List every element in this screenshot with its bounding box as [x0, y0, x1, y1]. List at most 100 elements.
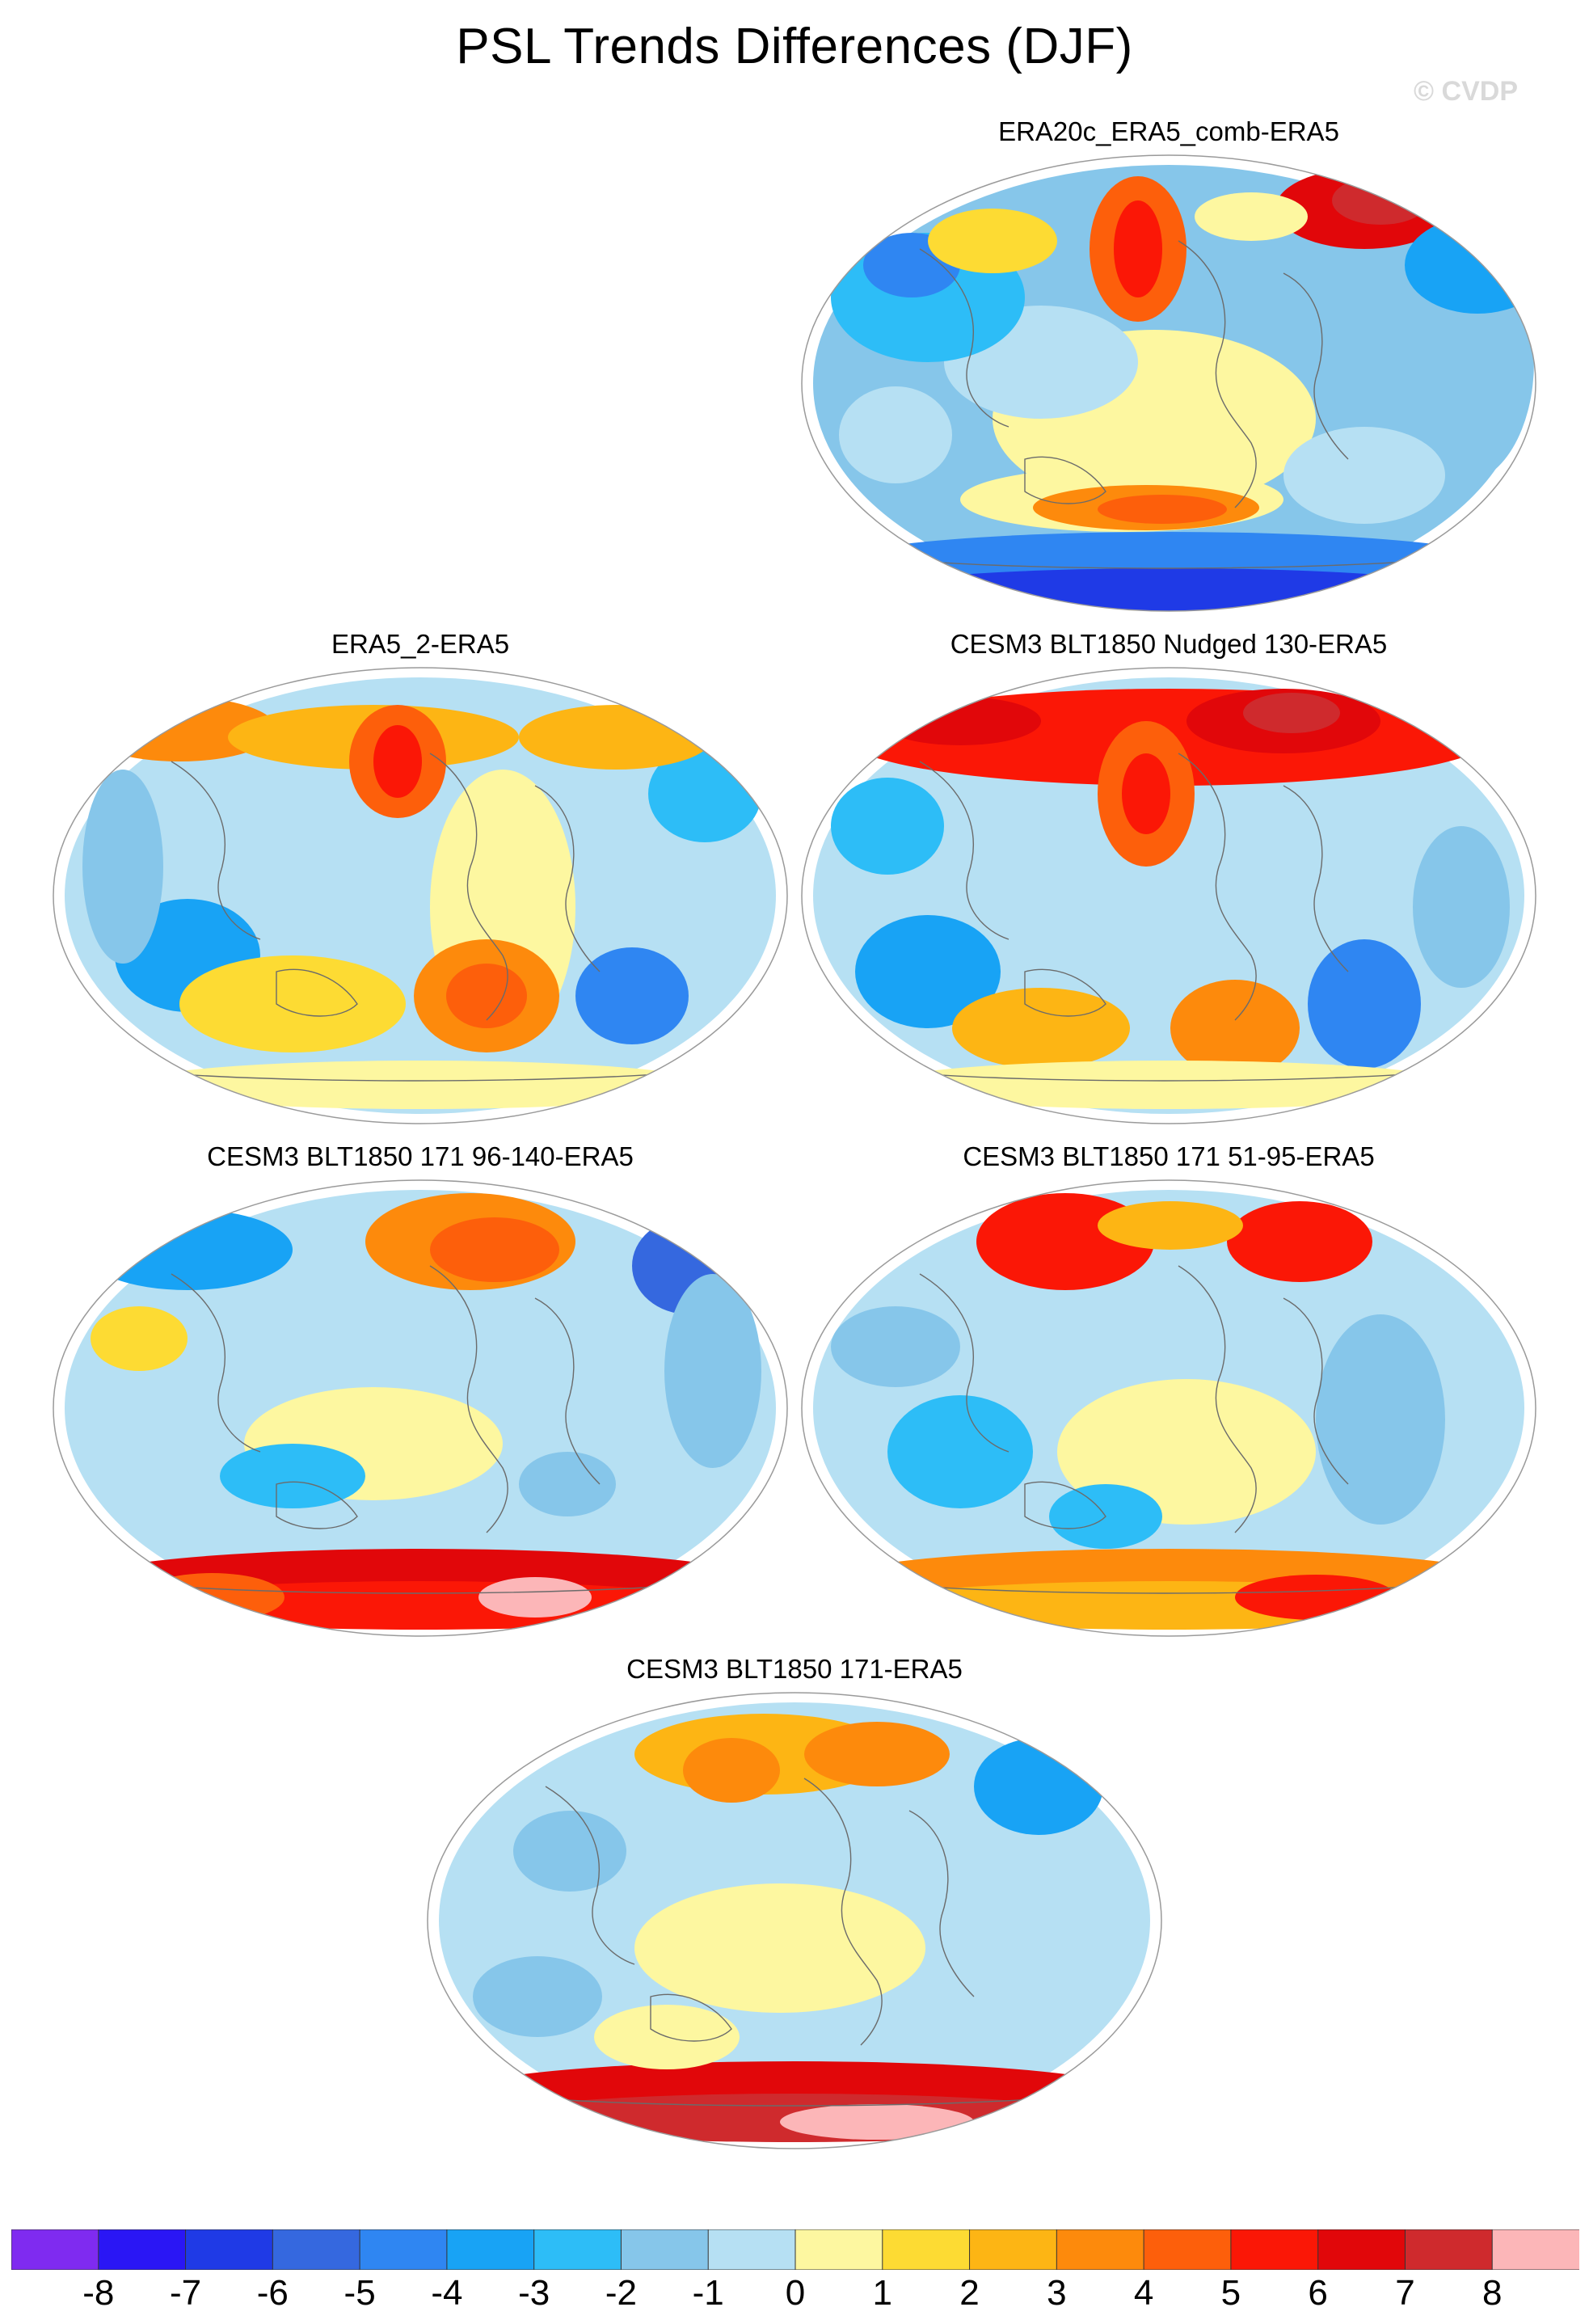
anomaly-region	[1195, 192, 1308, 241]
anomaly-region	[1413, 826, 1510, 988]
anomaly-region	[1283, 427, 1445, 524]
map-panel-171-51-95: CESM3 BLT1850 171 51-95-ERA5	[799, 1141, 1539, 1643]
panel-title: CESM3 BLT1850 Nudged 130-ERA5	[950, 629, 1388, 659]
anomaly-region	[839, 386, 952, 483]
coastline	[534, 785, 601, 972]
map-outline	[53, 1179, 788, 1637]
map-panel-171: CESM3 BLT1850 171-ERA5	[424, 1654, 1165, 2155]
colorbar-tick-label: -4	[431, 2273, 463, 2313]
anomaly-region	[974, 1738, 1103, 1835]
colorbar-swatch	[533, 2229, 622, 2270]
map-outline	[801, 1179, 1536, 1637]
map-panel-nudged-130: CESM3 BLT1850 Nudged 130-ERA5	[799, 629, 1539, 1130]
panel-title: ERA20c_ERA5_comb-ERA5	[998, 116, 1339, 146]
coastline	[429, 1265, 508, 1533]
colorbar-swatch	[98, 2229, 187, 2270]
coastline	[1283, 272, 1349, 460]
colorbar-tick-label: 8	[1482, 2273, 1503, 2313]
colorbar	[11, 2229, 1579, 2270]
map-field-171-51-95	[801, 1179, 1536, 1637]
map-outline	[427, 1692, 1162, 2149]
map-panel-era5-2: ERA5_2-ERA5	[50, 629, 790, 1130]
map-field-era5-2	[53, 667, 788, 1124]
anomaly-region	[887, 1395, 1033, 1508]
colorbar-labels: -8 -7 -6 -5 -4 -3 -2 -1 0 1 2 3 4 5 6 7 8	[11, 2273, 1579, 2313]
anomaly-region	[1316, 1314, 1445, 1525]
colorbar-swatch	[1317, 2229, 1406, 2270]
map-field-fill	[65, 677, 776, 1114]
coastline	[1283, 785, 1349, 972]
coastline	[919, 248, 1009, 428]
colorbar-swatch	[1143, 2229, 1232, 2270]
map-field-171-96-140	[53, 1179, 788, 1637]
anomaly-region	[91, 1306, 188, 1371]
coastline	[1178, 1265, 1257, 1533]
colorbar-swatch	[1056, 2229, 1145, 2270]
colorbar-tick-label: -8	[82, 2273, 115, 2313]
colorbar-tick-label: -1	[692, 2273, 724, 2313]
anomaly-region	[179, 955, 406, 1052]
anomaly-region	[513, 1811, 626, 1892]
anomaly-region	[1170, 980, 1300, 1077]
coastline	[276, 968, 358, 1017]
colorbar-swatch	[185, 2229, 274, 2270]
anomaly-region	[373, 725, 422, 798]
anomaly-region	[430, 1217, 559, 1282]
anomaly-region	[878, 1061, 1460, 1109]
anomaly-region	[831, 778, 944, 875]
anomaly-region	[220, 1444, 365, 1508]
anomaly-region	[634, 1883, 925, 2013]
colorbar-tick-label: 4	[1133, 2273, 1154, 2313]
anomaly-region	[82, 770, 163, 964]
coastline	[1178, 753, 1257, 1021]
colorbar-swatch	[272, 2229, 361, 2270]
coastline	[171, 761, 261, 940]
anomaly-region	[855, 915, 1001, 1028]
map-field-171	[427, 1692, 1162, 2149]
coastline	[545, 1786, 635, 1965]
coastline	[803, 1778, 883, 2046]
coastline	[1024, 968, 1106, 1017]
colorbar-swatch	[882, 2229, 971, 2270]
colorbar-swatch	[359, 2229, 448, 2270]
map-outline	[53, 667, 788, 1124]
anomaly-region	[129, 1061, 711, 1109]
map-field-fill	[439, 1702, 1150, 2142]
colorbar-tick-label: 7	[1395, 2273, 1415, 2313]
anomaly-region	[683, 1738, 780, 1803]
map-panel-era20c: ERA20c_ERA5_comb-ERA5	[799, 116, 1539, 618]
anomaly-region	[664, 1274, 761, 1468]
colorbar-tick-label: 3	[1047, 2273, 1067, 2313]
colorbar-tick-label: -5	[344, 2273, 376, 2313]
coastline	[1024, 456, 1106, 504]
colorbar-tick-label: 6	[1308, 2273, 1328, 2313]
anomaly-region	[862, 568, 1476, 611]
coastline	[919, 761, 1009, 940]
coastline	[534, 1297, 601, 1485]
coastline	[650, 1993, 732, 2042]
colorbar-swatch	[446, 2229, 535, 2270]
anomaly-region	[519, 1452, 616, 1516]
panel-title: CESM3 BLT1850 171-ERA5	[626, 1654, 963, 1684]
map-field-fill	[813, 1190, 1524, 1630]
colorbar-tick-label: -3	[518, 2273, 550, 2313]
anomaly-region	[473, 1956, 602, 2037]
anomaly-region	[1098, 1201, 1243, 1250]
coastline	[919, 1273, 1009, 1453]
colorbar-tick-label: 2	[959, 2273, 980, 2313]
map-outline	[801, 667, 1536, 1124]
panel-title: CESM3 BLT1850 171 51-95-ERA5	[963, 1141, 1375, 1171]
cvdp-watermark: © CVDP	[1414, 76, 1518, 107]
anomaly-region	[82, 1209, 293, 1290]
anomaly-region	[1243, 693, 1340, 733]
anomaly-region	[1114, 200, 1162, 297]
panel-title: ERA5_2-ERA5	[331, 629, 510, 659]
panel-title: CESM3 BLT1850 171 96-140-ERA5	[207, 1141, 634, 1171]
colorbar-swatch	[1404, 2229, 1494, 2270]
figure-title: PSL Trends Differences (DJF)	[456, 19, 1133, 74]
map-field-fill	[813, 677, 1524, 1114]
anomaly-region	[1098, 495, 1227, 524]
anomaly-region	[575, 947, 689, 1044]
coastline	[1024, 1481, 1106, 1529]
colorbar-tick-label: -2	[605, 2273, 637, 2313]
